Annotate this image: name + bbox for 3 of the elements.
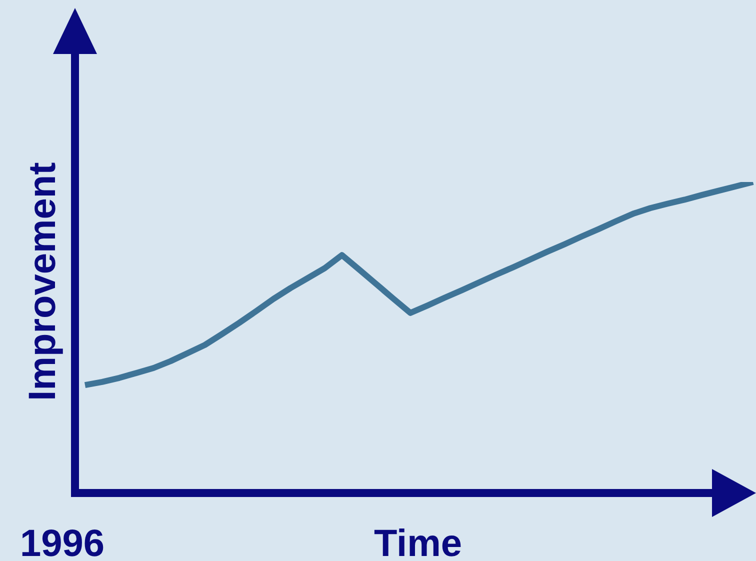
text: 1996 xyxy=(20,523,105,561)
x-axis-title: Time xyxy=(374,523,462,561)
y-axis-title: Improvement xyxy=(22,162,64,401)
